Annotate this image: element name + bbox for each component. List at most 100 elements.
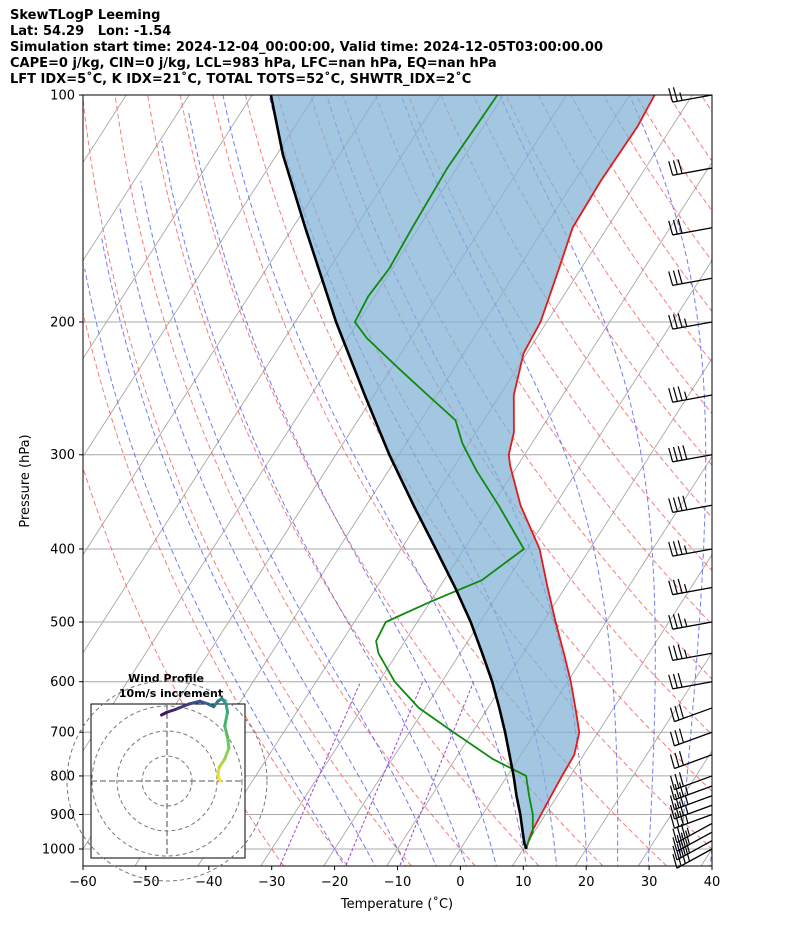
wind-barbs: [668, 87, 713, 869]
barb-staff: [674, 804, 713, 820]
profile-layer: [269, 95, 656, 850]
isotherm--90: [83, 95, 379, 556]
barb-feather: [672, 579, 678, 594]
barb-feather: [669, 754, 676, 769]
hodo-segment: [160, 710, 169, 717]
barb-feather: [677, 159, 683, 174]
x-tick-label--60: −60: [69, 875, 96, 890]
barb-feather: [678, 782, 685, 797]
barb-feather: [669, 804, 676, 820]
wind-barb-800: [669, 772, 713, 791]
x-tick-label--40: −40: [195, 875, 222, 890]
barb-staff: [674, 731, 713, 747]
barb-staff: [676, 831, 713, 852]
y-tick-label-700: 700: [50, 726, 75, 741]
barb-staff: [672, 277, 713, 287]
dewpoint-profile: [353, 95, 534, 850]
wind-barb-400: [668, 540, 713, 557]
barb-feather: [678, 751, 685, 766]
barb-feather: [669, 707, 676, 722]
x-tick-label-10: 10: [515, 875, 532, 890]
dry-adiabat-0: [114, 95, 476, 866]
isotherm--120: [83, 95, 190, 262]
barb-feather: [680, 823, 686, 839]
barb-feather: [672, 541, 678, 556]
barb-feather: [683, 318, 688, 327]
y-tick-label-1000: 1000: [42, 843, 75, 858]
hodo-segment: [223, 724, 229, 739]
x-axis-label: Temperature (˚C): [340, 896, 453, 912]
dry-adiabat--20: [83, 310, 348, 866]
barb-staff: [674, 795, 713, 811]
x-tick-label--30: −30: [258, 875, 285, 890]
barb-staff: [674, 785, 713, 801]
y-axis-label: Pressure (hPa): [18, 434, 33, 527]
barb-staff: [672, 621, 713, 630]
dry-adiabat-160: [635, 95, 712, 212]
barb-feather: [683, 545, 688, 554]
axes: −60 −50 −40 −30 −20 −10 0 10 20 30 40 1000 900 800 700…: [42, 89, 720, 891]
y-tick-label-900: 900: [50, 808, 75, 823]
x-tick-label--20: −20: [321, 875, 348, 890]
header-location: Lat: 54.29 Lon: -1.54: [10, 24, 172, 39]
moist-adiabat-5: [187, 110, 497, 866]
isotherm--110: [83, 95, 253, 360]
wind-barb-500: [668, 613, 713, 630]
barb-feather: [674, 705, 680, 721]
barb-feather: [674, 803, 680, 818]
barb-staff: [674, 754, 713, 770]
moist-adiabat-35: [628, 95, 707, 866]
barb-feather: [672, 160, 678, 175]
cin-shading: [270, 95, 655, 849]
hodo-segment: [226, 735, 231, 750]
wind-barb-125: [668, 159, 713, 176]
barb-feather: [674, 793, 680, 809]
barb-feather: [668, 646, 674, 661]
barb-feather: [672, 497, 678, 512]
barb-feather: [677, 578, 683, 594]
y-tick-label-100: 100: [50, 89, 75, 104]
moist-adiabat-0: [161, 140, 467, 866]
barb-feather: [674, 812, 680, 827]
barb-feather: [677, 386, 683, 401]
barb-feather: [668, 447, 674, 463]
barb-feather: [683, 391, 688, 400]
barb-staff: [672, 321, 713, 330]
isotherm-10: [512, 553, 712, 866]
x-tick-label-20: 20: [578, 875, 595, 890]
barb-feather: [677, 313, 683, 328]
wind-barb-650: [669, 704, 713, 723]
header-cape-indices: CAPE=0 j/kg, CIN=0 j/kg, LCL=983 hPa, LF…: [10, 56, 497, 71]
barb-feather: [678, 810, 685, 826]
wind-barb-925: [672, 822, 713, 844]
dry-adiabat-10: [147, 95, 540, 866]
barb-feather: [677, 219, 683, 234]
x-tick-label-40: 40: [704, 875, 721, 890]
barb-staff: [676, 822, 713, 844]
barb-feather: [672, 219, 678, 235]
isotherm-30: [637, 750, 712, 866]
wind-barb-200: [668, 313, 713, 330]
barb-staff: [672, 454, 713, 463]
barb-staff: [672, 227, 713, 236]
barb-feather: [672, 270, 678, 285]
chart-header: SkewTLogP Leeming Lat: 54.29 Lon: -1.54 …: [10, 8, 603, 88]
header-title: SkewTLogP Leeming: [10, 8, 161, 23]
dry-adiabat-130: [537, 95, 712, 363]
dry-adiabat-180: [700, 95, 712, 113]
barb-feather: [674, 752, 680, 768]
barb-feather: [669, 731, 676, 747]
dry-adiabat--10: [83, 95, 412, 866]
moist-adiabat--5: [140, 180, 437, 866]
barb-feather: [682, 445, 688, 460]
barb-feather: [674, 773, 680, 789]
barb-feather: [672, 645, 678, 660]
barb-staff: [672, 504, 713, 514]
moist-adiabat--10: [118, 205, 407, 866]
dry-adiabat-190: [734, 95, 794, 866]
hodo-segment: [173, 702, 191, 711]
barb-feather: [674, 730, 680, 745]
barb-feather: [672, 314, 678, 329]
barb-feather: [683, 649, 688, 658]
